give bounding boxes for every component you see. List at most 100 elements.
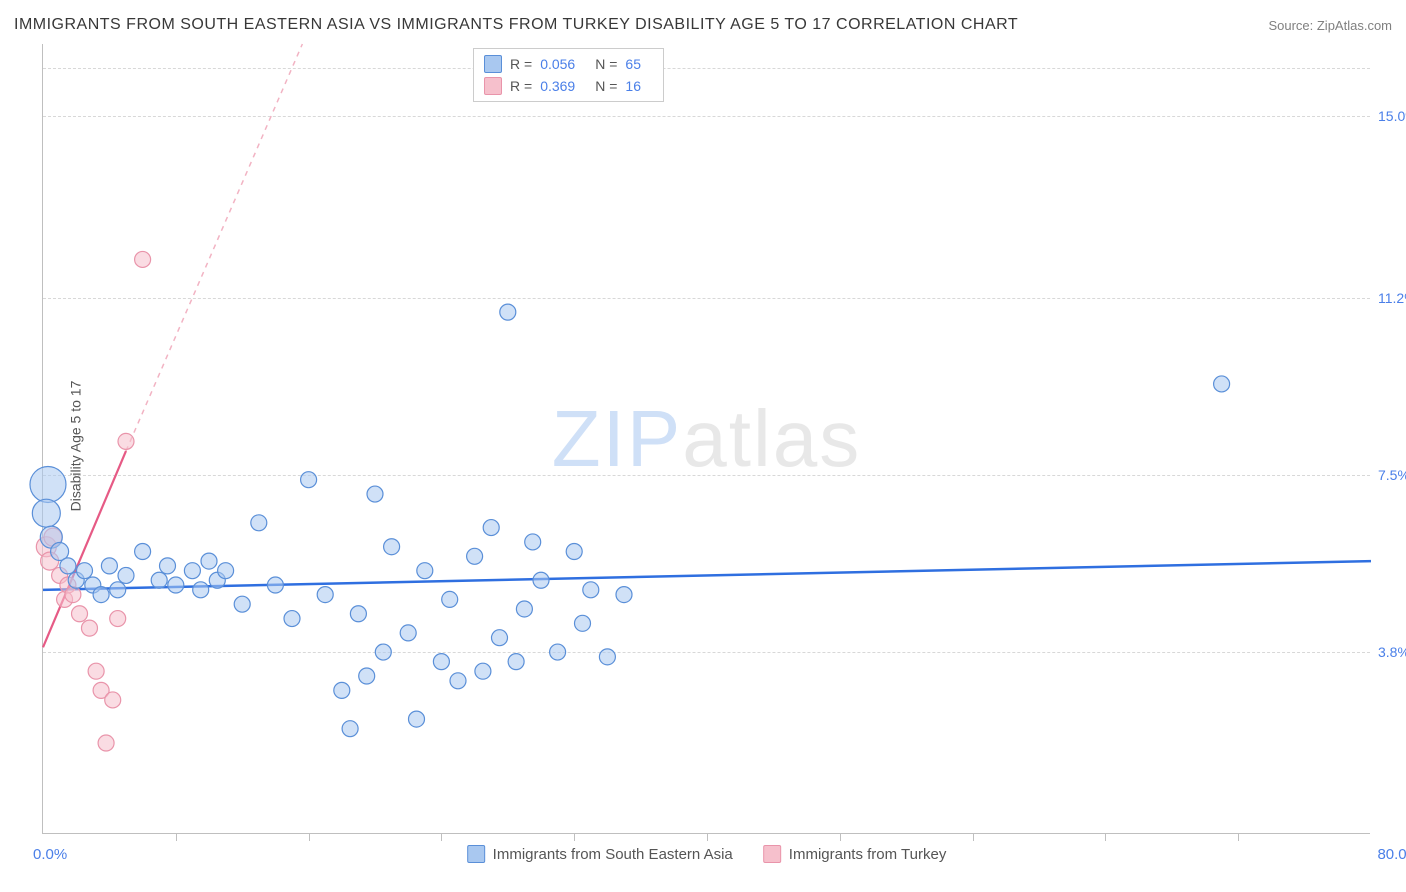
data-point — [516, 601, 532, 617]
legend-series-item: Immigrants from South Eastern Asia — [467, 845, 733, 863]
legend-series: Immigrants from South Eastern Asia Immig… — [467, 845, 947, 863]
x-tick — [1105, 833, 1106, 841]
legend-r-value: 0.056 — [540, 56, 575, 72]
data-point — [168, 577, 184, 593]
data-point — [350, 606, 366, 622]
x-axis-min: 0.0% — [33, 846, 67, 863]
data-point — [442, 591, 458, 607]
data-point — [417, 563, 433, 579]
data-point — [492, 630, 508, 646]
x-tick — [707, 833, 708, 841]
data-point — [32, 499, 60, 527]
data-point — [616, 587, 632, 603]
data-point — [81, 620, 97, 636]
legend-series-label: Immigrants from South Eastern Asia — [493, 846, 733, 863]
legend-n-label: N = — [595, 78, 617, 94]
data-point — [218, 563, 234, 579]
legend-r-value: 0.369 — [540, 78, 575, 94]
data-point — [359, 668, 375, 684]
x-tick — [441, 833, 442, 841]
data-point — [118, 433, 134, 449]
legend-swatch — [467, 845, 485, 863]
trend-line — [43, 561, 1371, 590]
y-tick-label: 7.5% — [1378, 467, 1406, 483]
legend-r-label: R = — [510, 78, 532, 94]
data-point — [301, 472, 317, 488]
data-point — [30, 466, 66, 502]
data-point — [65, 587, 81, 603]
data-point — [110, 611, 126, 627]
legend-stat-row: R = 0.369 N = 16 — [484, 75, 653, 97]
x-tick — [574, 833, 575, 841]
data-point — [284, 611, 300, 627]
data-point — [550, 644, 566, 660]
legend-n-label: N = — [595, 56, 617, 72]
y-tick-label: 11.2% — [1378, 290, 1406, 306]
y-tick-label: 3.8% — [1378, 644, 1406, 660]
data-point — [88, 663, 104, 679]
legend-stats: R = 0.056 N = 65 R = 0.369 N = 16 — [473, 48, 664, 102]
legend-swatch — [484, 55, 502, 73]
data-point — [184, 563, 200, 579]
chart-plot-area: ZIPatlas 3.8%7.5%11.2%15.0% R = 0.056 N … — [42, 44, 1370, 834]
data-point — [409, 711, 425, 727]
chart-title: IMMIGRANTS FROM SOUTH EASTERN ASIA VS IM… — [14, 16, 1018, 34]
data-point — [583, 582, 599, 598]
legend-swatch — [763, 845, 781, 863]
x-axis-max: 80.0% — [1377, 846, 1406, 863]
legend-r-label: R = — [510, 56, 532, 72]
data-point — [160, 558, 176, 574]
data-point — [105, 692, 121, 708]
data-point — [508, 654, 524, 670]
data-point — [135, 544, 151, 560]
data-point — [72, 606, 88, 622]
plot-svg — [43, 44, 1370, 833]
data-point — [525, 534, 541, 550]
data-point — [60, 558, 76, 574]
data-point — [201, 553, 217, 569]
data-point — [101, 558, 117, 574]
data-point — [533, 572, 549, 588]
data-point — [267, 577, 283, 593]
data-point — [400, 625, 416, 641]
data-point — [193, 582, 209, 598]
data-point — [599, 649, 615, 665]
x-tick — [176, 833, 177, 841]
data-point — [110, 582, 126, 598]
x-tick — [840, 833, 841, 841]
data-point — [483, 520, 499, 536]
data-point — [151, 572, 167, 588]
data-point — [384, 539, 400, 555]
data-point — [93, 587, 109, 603]
legend-n-value: 65 — [625, 56, 641, 72]
data-point — [575, 615, 591, 631]
data-point — [135, 251, 151, 267]
data-point — [500, 304, 516, 320]
data-point — [433, 654, 449, 670]
data-point — [1214, 376, 1230, 392]
data-point — [118, 567, 134, 583]
data-point — [98, 735, 114, 751]
legend-swatch — [484, 77, 502, 95]
data-point — [566, 544, 582, 560]
legend-series-label: Immigrants from Turkey — [789, 846, 947, 863]
y-tick-label: 15.0% — [1378, 108, 1406, 124]
trend-line — [126, 44, 302, 451]
data-point — [467, 548, 483, 564]
x-tick — [309, 833, 310, 841]
chart-source: Source: ZipAtlas.com — [1268, 18, 1392, 33]
legend-series-item: Immigrants from Turkey — [763, 845, 947, 863]
x-tick — [973, 833, 974, 841]
data-point — [251, 515, 267, 531]
data-point — [475, 663, 491, 679]
data-point — [342, 721, 358, 737]
data-point — [234, 596, 250, 612]
data-point — [367, 486, 383, 502]
data-point — [317, 587, 333, 603]
data-point — [375, 644, 391, 660]
data-point — [334, 682, 350, 698]
data-point — [77, 563, 93, 579]
x-tick — [1238, 833, 1239, 841]
data-point — [450, 673, 466, 689]
legend-stat-row: R = 0.056 N = 65 — [484, 53, 653, 75]
